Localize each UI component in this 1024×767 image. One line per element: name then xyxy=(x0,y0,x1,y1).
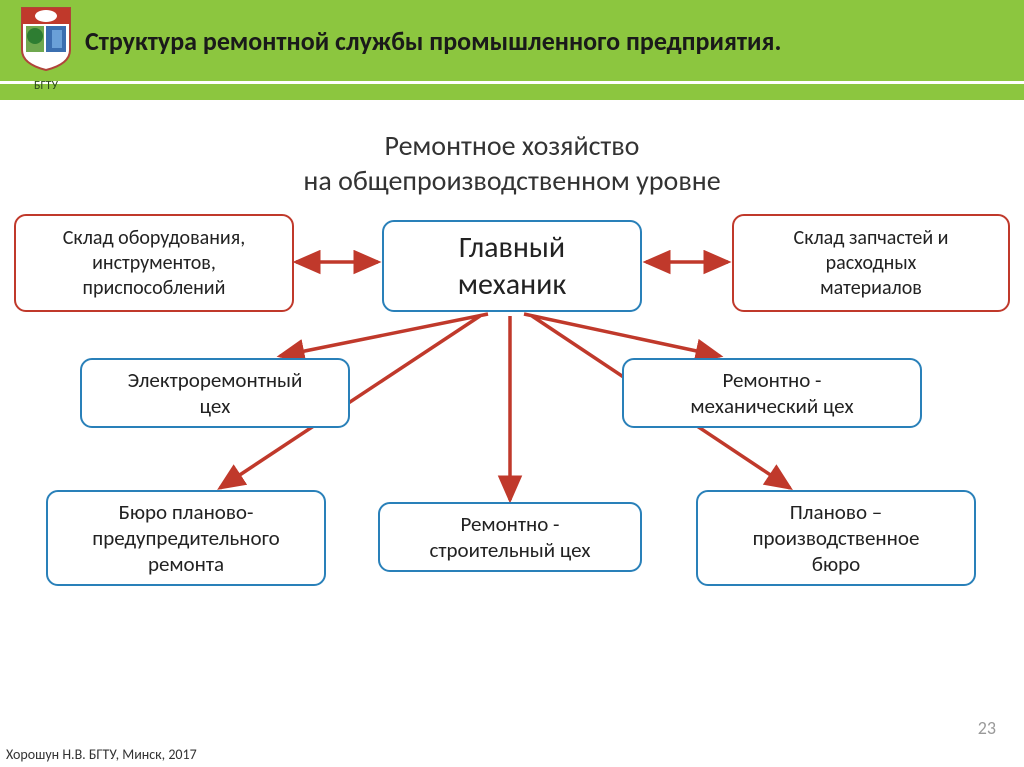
node-bureau-ppr: Бюро планово-предупредительногоремонта xyxy=(46,490,326,586)
node-warehouse-equip: Склад оборудования,инструментов,приспосо… xyxy=(14,214,294,312)
node-rem-stroy: Ремонтно -строительный цех xyxy=(378,502,642,572)
logo-label: БГТУ xyxy=(18,79,74,93)
node-center: Главныймеханик xyxy=(382,220,642,312)
header-subband xyxy=(0,84,1024,100)
node-rem-mech: Ремонтно -механический цех xyxy=(622,358,922,428)
node-electro: Электроремонтныйцех xyxy=(80,358,350,428)
org-diagram: Главныймеханик Склад оборудования,инструм… xyxy=(0,210,1024,710)
header-band: БГТУ Структура ремонтной службы промышле… xyxy=(0,0,1024,84)
subtitle-line1: Ремонтное хозяйство xyxy=(0,128,1024,163)
subtitle: Ремонтное хозяйство на общепроизводствен… xyxy=(0,128,1024,198)
logo-block: БГТУ xyxy=(18,6,74,93)
shield-icon xyxy=(18,6,74,72)
page-title: Структура ремонтной службы промышленного… xyxy=(85,25,781,57)
page-number: 23 xyxy=(978,717,996,739)
node-plan-prod: Планово –производственноебюро xyxy=(696,490,976,586)
footer-text: Хорошун Н.В. БГТУ, Минск, 2017 xyxy=(6,746,197,763)
subtitle-line2: на общепроизводственном уровне xyxy=(0,163,1024,198)
node-warehouse-parts: Склад запчастей ирасходныхматериалов xyxy=(732,214,1010,312)
